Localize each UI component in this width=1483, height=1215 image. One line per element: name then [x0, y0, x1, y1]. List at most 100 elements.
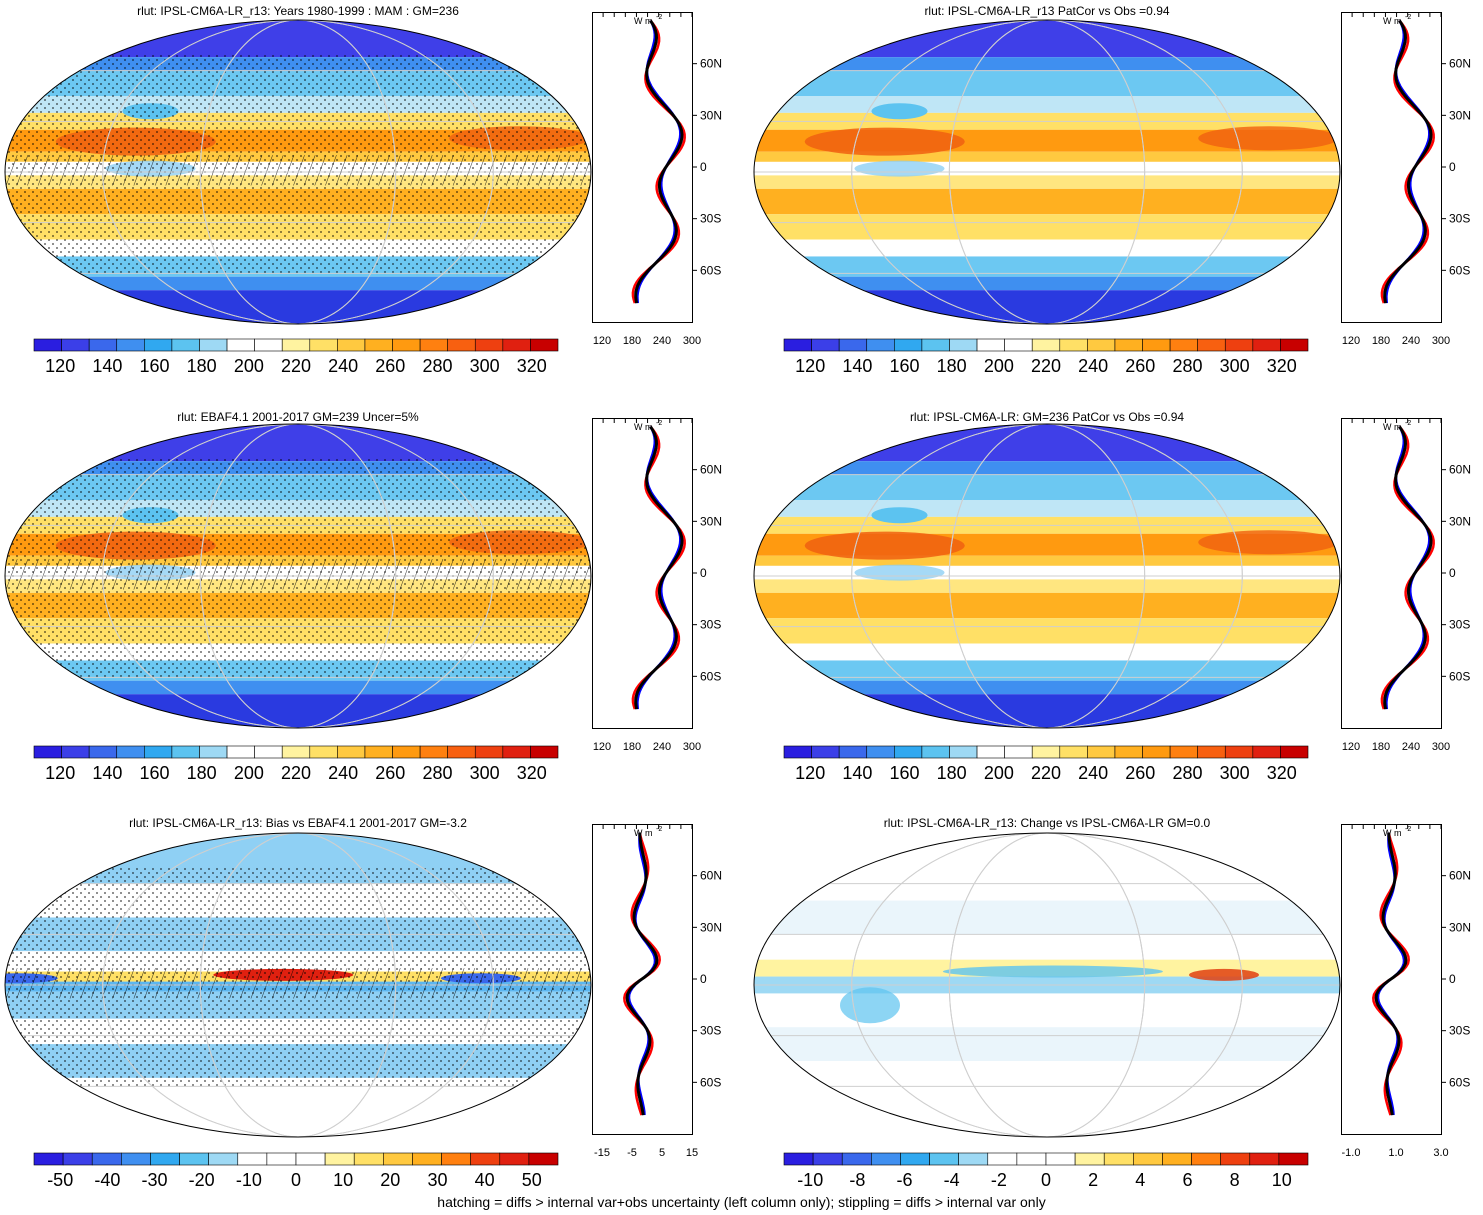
latitude-label: 0: [700, 566, 707, 580]
latitude-label: 60S: [1449, 263, 1470, 277]
colorbar-swatch: [150, 1152, 180, 1166]
colorbar-label: 320: [517, 763, 547, 783]
colorbar-label: 240: [328, 356, 358, 376]
profile-xtick-label: -15: [594, 1147, 610, 1159]
colorbar-swatch: [958, 1152, 989, 1166]
zonal-mean-profile: 60N 30N 0 30S 60S 120 180 240 300 W m -2: [592, 12, 722, 347]
colorbar-label: 120: [795, 356, 825, 376]
latitude-label: 30N: [1449, 920, 1471, 934]
colorbar-swatch: [383, 1152, 413, 1166]
colorbar-label: -10: [797, 1170, 823, 1190]
colorbar-swatch: [866, 338, 895, 352]
latitude-label: 0: [1449, 566, 1456, 580]
colorbar-swatch: [811, 338, 840, 352]
latitude-label: 60N: [700, 463, 722, 477]
colorbar-label: 160: [139, 356, 169, 376]
colorbar-label: 30: [427, 1170, 447, 1190]
colorbar-label: 140: [842, 356, 872, 376]
colorbar-swatch: [528, 1152, 559, 1166]
colorbar: -50 -40 -30 -20 -10 0 10 20 30 40 50: [33, 1152, 559, 1190]
colorbar-label: 120: [45, 356, 75, 376]
colorbar-swatch: [281, 338, 311, 352]
colorbar-swatch: [841, 1152, 872, 1166]
colorbar-swatch: [171, 745, 200, 759]
profile-xtick-label: 3.0: [1433, 1147, 1448, 1159]
colorbar-label: 300: [470, 356, 500, 376]
panel-title: rlut: EBAF4.1 2001-2017 GM=239 Uncer=5%: [177, 410, 419, 424]
profile-xtick-label: 240: [653, 335, 671, 347]
colorbar-swatch: [783, 745, 812, 759]
profile-line-model: [1383, 19, 1433, 304]
colorbar-swatch: [1103, 1152, 1134, 1166]
profile-xtick-label: 180: [623, 741, 641, 753]
colorbar-label: -8: [849, 1170, 865, 1190]
latitude-label: 0: [700, 972, 707, 986]
colorbar-swatch: [1280, 338, 1309, 352]
colorbar-swatch: [419, 338, 448, 352]
profile-line-model: [625, 832, 659, 1116]
colorbar-label: 260: [375, 356, 405, 376]
colorbar-swatch: [295, 1152, 326, 1166]
colorbar-label: 300: [470, 763, 500, 783]
colorbar-swatch: [1197, 338, 1226, 352]
colorbar: 120 140 160 180 200 220 240 260 280 300 320: [783, 338, 1309, 376]
colorbar-swatch: [1252, 745, 1281, 759]
colorbar-swatch: [530, 745, 559, 759]
colorbar-swatch: [364, 338, 393, 352]
panel-title: rlut: IPSL-CM6A-LR: GM=236 PatCor vs Obs…: [909, 410, 1185, 424]
colorbar-swatch: [1059, 745, 1088, 759]
colorbar-label: -30: [142, 1170, 168, 1190]
latitude-label: 60N: [1449, 869, 1471, 883]
colorbar-swatch: [1142, 745, 1171, 759]
zonal-mean-profile: 60N 30N 0 30S 60S 120 180 240 300 W m -2: [1341, 418, 1471, 753]
profile-xtick-label: 120: [1342, 335, 1360, 347]
latitude-label: 60S: [1449, 1075, 1470, 1089]
colorbar-label: 300: [1220, 356, 1250, 376]
colorbar-swatch: [226, 338, 255, 352]
colorbar-swatch: [353, 1152, 384, 1166]
profile-units-sup: -2: [656, 826, 662, 833]
latitude-label: 60N: [700, 57, 722, 71]
colorbar-label: 280: [422, 763, 452, 783]
colorbar-label: -2: [991, 1170, 1007, 1190]
latitude-label: 30S: [700, 618, 721, 632]
colorbar-label: 240: [328, 763, 358, 783]
profile-line-obs: [1372, 832, 1410, 1116]
colorbar-label: 200: [984, 763, 1014, 783]
colorbar-swatch: [392, 745, 421, 759]
colorbar: 120 140 160 180 200 220 240 260 280 300 320: [33, 338, 559, 376]
panel-title: rlut: IPSL-CM6A-LR_r13: Bias vs EBAF4.1 …: [129, 816, 467, 830]
colorbar-swatch: [412, 1152, 442, 1166]
profile-xtick-label: 240: [1402, 335, 1420, 347]
profile-units: W m: [1383, 828, 1402, 838]
profile-xtick-label: 120: [593, 335, 611, 347]
colorbar-swatch: [144, 745, 173, 759]
profile-xtick-label: 180: [623, 335, 641, 347]
colorbar-label: 0: [291, 1170, 301, 1190]
colorbar-swatch: [281, 745, 311, 759]
colorbar-label: -10: [236, 1170, 262, 1190]
colorbar-swatch: [949, 338, 978, 352]
colorbar-swatch: [474, 745, 504, 759]
world-map: [753, 19, 1341, 325]
colorbar-swatch: [1087, 338, 1116, 352]
latitude-label: 30S: [1449, 1024, 1470, 1038]
colorbar-label: 200: [234, 763, 264, 783]
colorbar-label: 180: [187, 356, 217, 376]
latitude-label: 0: [1449, 160, 1456, 174]
latitude-label: 60N: [1449, 463, 1471, 477]
colorbar-swatch: [441, 1152, 471, 1166]
colorbar-swatch: [208, 1152, 239, 1166]
colorbar-swatch: [921, 338, 950, 352]
profile-xtick-label: 300: [1432, 741, 1450, 753]
colorbar-swatch: [929, 1152, 959, 1166]
colorbar-label: 140: [92, 763, 122, 783]
colorbar-swatch: [812, 1152, 843, 1166]
colorbar-label: 8: [1230, 1170, 1240, 1190]
colorbar-swatch: [392, 338, 421, 352]
colorbar-swatch: [447, 338, 476, 352]
colorbar-label: 300: [1220, 763, 1250, 783]
colorbar-label: 50: [522, 1170, 542, 1190]
colorbar-swatch: [1004, 338, 1033, 352]
profile-units-sup: -2: [1405, 420, 1411, 427]
